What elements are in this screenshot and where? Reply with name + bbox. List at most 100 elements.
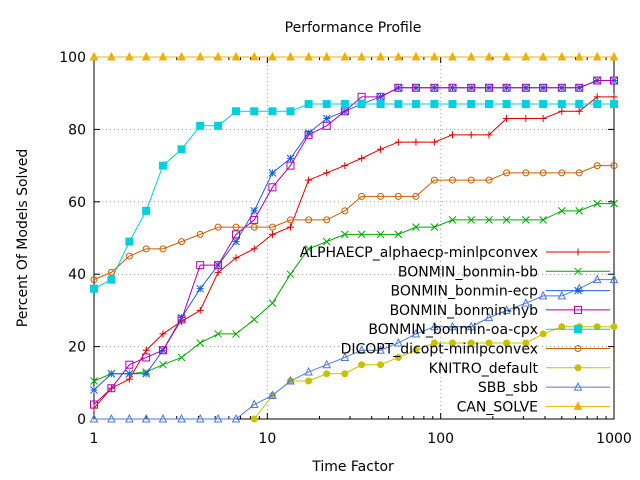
data-point bbox=[394, 192, 402, 200]
data-point bbox=[196, 261, 205, 270]
data-point bbox=[196, 230, 204, 238]
data-point bbox=[466, 321, 476, 331]
data-point bbox=[467, 83, 476, 92]
data-point bbox=[539, 100, 548, 109]
data-point bbox=[448, 131, 456, 139]
data-point bbox=[358, 192, 366, 200]
data-point bbox=[125, 360, 134, 369]
series-CAN_SOLVE bbox=[89, 51, 619, 61]
data-point bbox=[213, 51, 223, 61]
data-point bbox=[304, 130, 313, 139]
data-point bbox=[502, 51, 511, 61]
series-line bbox=[93, 203, 614, 382]
data-point bbox=[377, 361, 385, 369]
data-point bbox=[286, 51, 295, 61]
data-point bbox=[268, 183, 277, 192]
data-point bbox=[341, 162, 349, 170]
data-point bbox=[575, 206, 584, 215]
data-point bbox=[394, 138, 402, 146]
data-point bbox=[231, 51, 241, 61]
data-point bbox=[304, 100, 313, 109]
data-point bbox=[341, 370, 349, 378]
data-point bbox=[90, 276, 98, 284]
data-point bbox=[107, 384, 116, 393]
data-point bbox=[250, 415, 258, 423]
data-point bbox=[539, 330, 547, 338]
data-point bbox=[575, 169, 583, 177]
data-point bbox=[286, 375, 295, 385]
data-point bbox=[412, 138, 420, 146]
legend-label: BONMIN_bonmin-oa-cpx bbox=[368, 322, 538, 338]
data-point bbox=[305, 176, 313, 184]
data-point bbox=[159, 360, 167, 369]
data-point bbox=[177, 315, 186, 324]
data-point bbox=[107, 413, 116, 423]
data-point bbox=[430, 51, 439, 61]
data-point bbox=[557, 100, 566, 109]
data-point bbox=[411, 100, 420, 109]
label-layer: Performance Profile Time Factor Percent … bbox=[15, 20, 421, 475]
data-point bbox=[538, 290, 548, 300]
data-point bbox=[250, 223, 258, 231]
data-point bbox=[286, 216, 294, 224]
data-point bbox=[448, 176, 456, 184]
data-point bbox=[232, 223, 240, 231]
y-tick-label: 80 bbox=[68, 122, 86, 138]
data-point bbox=[357, 345, 366, 354]
chart-title: Performance Profile bbox=[285, 20, 422, 36]
data-point bbox=[125, 413, 134, 423]
data-point bbox=[177, 145, 186, 154]
data-point bbox=[357, 230, 366, 239]
data-point bbox=[376, 51, 385, 61]
data-point bbox=[125, 369, 134, 378]
data-point bbox=[467, 100, 476, 109]
data-point bbox=[250, 206, 259, 215]
data-point bbox=[286, 270, 295, 279]
data-point bbox=[412, 346, 420, 354]
series-line bbox=[94, 279, 614, 420]
data-point bbox=[214, 268, 222, 276]
data-point bbox=[448, 51, 457, 61]
data-point bbox=[322, 100, 331, 109]
data-point bbox=[467, 339, 475, 347]
y-tick-label: 20 bbox=[68, 340, 86, 356]
y-tick-label: 40 bbox=[68, 267, 86, 283]
data-point bbox=[323, 216, 331, 224]
data-point bbox=[503, 169, 511, 177]
data-point bbox=[196, 306, 204, 314]
legend-marker bbox=[574, 325, 582, 334]
data-point bbox=[610, 100, 618, 109]
data-point bbox=[141, 413, 151, 423]
data-point bbox=[557, 206, 566, 215]
data-point bbox=[557, 290, 567, 300]
data-point bbox=[142, 245, 150, 253]
data-point bbox=[557, 51, 567, 61]
series-SBB_sbb bbox=[89, 274, 619, 423]
data-point bbox=[158, 346, 167, 355]
data-point bbox=[467, 176, 475, 184]
data-point bbox=[467, 216, 476, 224]
y-tick-label: 60 bbox=[68, 195, 86, 211]
data-point bbox=[268, 230, 276, 238]
data-point bbox=[448, 100, 457, 109]
data-point bbox=[610, 76, 618, 85]
data-point bbox=[522, 115, 530, 123]
data-point bbox=[394, 337, 403, 347]
data-point bbox=[89, 413, 99, 423]
data-point bbox=[503, 339, 511, 347]
data-point bbox=[249, 51, 259, 61]
data-point bbox=[340, 100, 349, 109]
data-point bbox=[539, 83, 548, 92]
series-BONMIN_bonmin-hyb bbox=[90, 76, 618, 409]
data-point bbox=[195, 413, 205, 423]
data-point bbox=[231, 413, 241, 423]
data-point bbox=[340, 51, 350, 61]
data-point bbox=[250, 315, 259, 324]
series-BONMIN_bonmin-oa-cpx bbox=[90, 100, 618, 293]
data-point bbox=[268, 299, 277, 308]
data-point bbox=[89, 51, 99, 61]
data-point bbox=[448, 321, 457, 331]
data-point bbox=[90, 284, 98, 293]
data-point bbox=[304, 366, 313, 376]
